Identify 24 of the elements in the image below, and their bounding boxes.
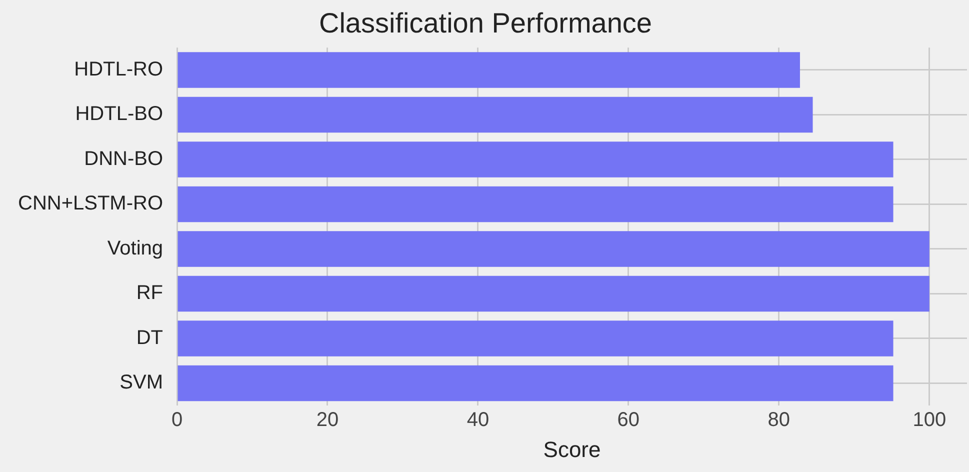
- bar: [178, 365, 894, 402]
- y-tick-label: SVM: [120, 372, 164, 394]
- x-tick-label: 40: [466, 409, 490, 432]
- x-tick-label: 20: [316, 409, 339, 432]
- bar: [178, 320, 894, 356]
- bar: [178, 52, 800, 88]
- bar: [178, 231, 930, 267]
- y-tick-label: DNN-BO: [84, 148, 164, 170]
- x-tick-label: 0: [171, 409, 183, 432]
- x-axis-title: Score: [543, 436, 601, 462]
- y-tick-label: Voting: [107, 237, 164, 260]
- x-tick-label: 60: [617, 409, 640, 432]
- x-tick-label: 100: [912, 409, 946, 432]
- y-tick-label: RF: [136, 282, 164, 304]
- bar: [178, 276, 930, 312]
- bar: [178, 142, 894, 178]
- y-tick-label: CNN+LSTM-RO: [18, 192, 164, 215]
- y-tick-label: HDTL-BO: [75, 103, 164, 126]
- x-tick-label: 80: [768, 409, 790, 432]
- bar: [178, 186, 894, 222]
- y-tick-label: HDTL-RO: [74, 58, 164, 80]
- y-tick-label: DT: [136, 326, 164, 349]
- bar: [178, 96, 813, 133]
- chart-title: Classification Performance: [318, 8, 652, 39]
